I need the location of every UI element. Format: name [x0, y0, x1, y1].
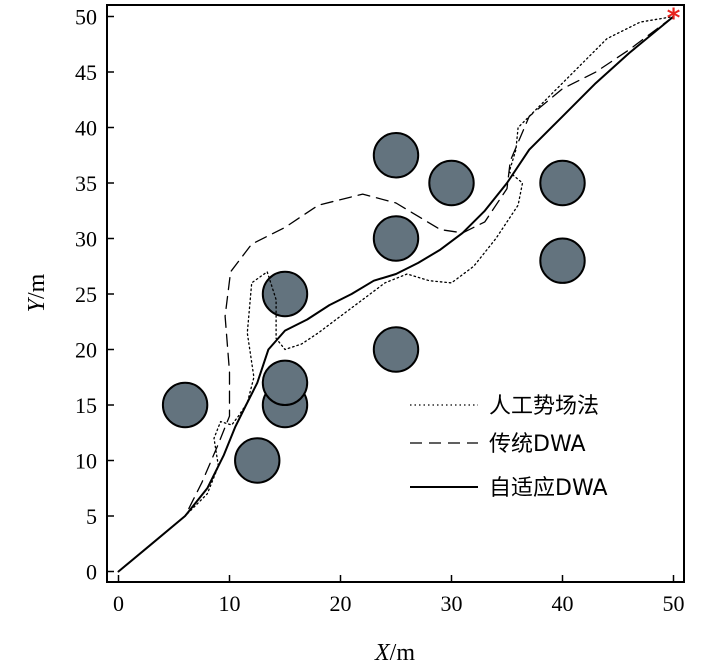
series-line-3	[117, 15, 675, 573]
x-tick-label-1: 10	[219, 591, 241, 616]
obstacle-1	[161, 381, 209, 429]
y-tick-label-1: 5	[86, 504, 97, 529]
y-tick-label-0: 0	[86, 560, 97, 585]
y-tick-label-2: 10	[75, 449, 97, 474]
y-tick-label-9: 45	[75, 60, 97, 85]
y-axis-var: Y	[24, 296, 50, 312]
x-axis-title: X/m	[374, 640, 415, 666]
x-axis-var: X	[374, 640, 391, 666]
series-line-2	[117, 15, 675, 573]
y-tick-label-4: 20	[75, 338, 97, 363]
y-axis-title: Y/m	[24, 273, 50, 312]
y-tick-label-5: 25	[75, 282, 97, 307]
y-tick-label-10: 50	[75, 5, 97, 30]
y-tick-label-6: 30	[75, 227, 97, 252]
obstacle-9	[428, 159, 475, 207]
x-tick-label-0: 0	[113, 591, 124, 616]
series-layer	[117, 15, 675, 573]
legend-label-1: 人工势场法	[489, 394, 599, 419]
y-axis-unit: /m	[24, 273, 50, 299]
obstacle-10	[539, 159, 586, 207]
x-tick-label-5: 50	[663, 591, 685, 616]
goal-layer: *	[667, 4, 681, 34]
x-tick-label-4: 40	[552, 591, 574, 616]
obstacle-6	[372, 326, 420, 373]
obstacle-7	[372, 215, 420, 262]
goal-marker: *	[667, 4, 681, 34]
y-axis: 0 5 10 15 20 25 30 35 40 45 50	[75, 5, 114, 585]
obstacle-11	[539, 237, 586, 284]
x-tick-label-3: 30	[441, 591, 463, 616]
y-tick-label-7: 35	[75, 171, 97, 196]
y-tick-label-8: 40	[75, 116, 97, 141]
obstacle-layer	[161, 132, 586, 484]
x-tick-label-2: 20	[330, 591, 352, 616]
obstacle-5	[261, 270, 309, 318]
x-axis-unit: /m	[390, 640, 416, 666]
obstacle-8	[372, 132, 420, 179]
x-axis: 0 10 20 30 40 50	[113, 575, 685, 616]
y-tick-label-3: 15	[75, 393, 97, 418]
obstacle-4	[261, 359, 309, 406]
obstacle-2	[234, 437, 281, 484]
legend-label-3: 自适应DWA	[489, 476, 608, 501]
legend-label-2: 传统DWA	[489, 432, 586, 457]
